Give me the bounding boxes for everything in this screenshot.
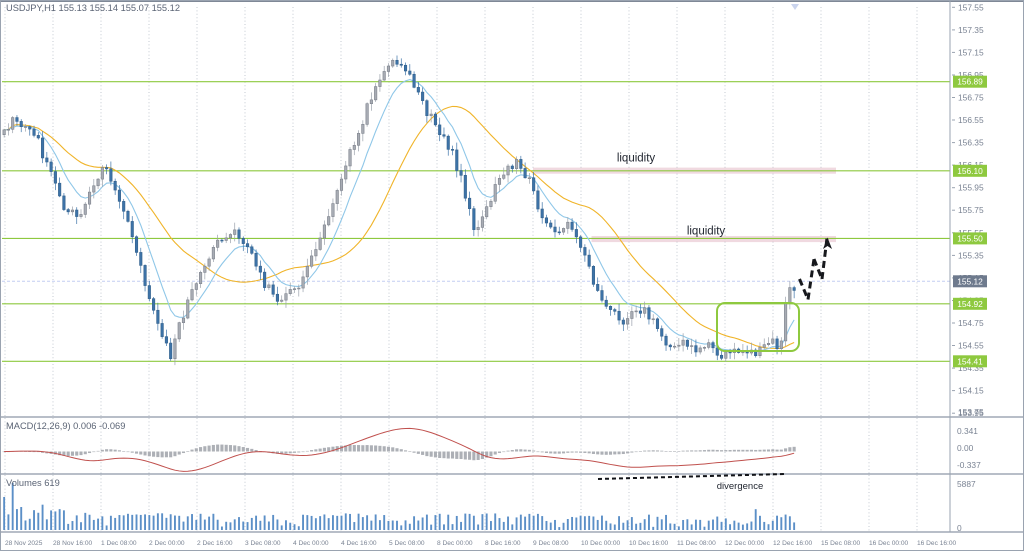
svg-text:4 Dec 00:00: 4 Dec 00:00	[293, 540, 329, 547]
svg-text:8 Dec 00:00: 8 Dec 00:00	[437, 540, 473, 547]
svg-text:-0.337: -0.337	[957, 460, 981, 470]
svg-text:USDJPY,H1 155.13 155.14 155.0: USDJPY,H1 155.13 155.14 155.07 155.12	[6, 3, 180, 13]
svg-text:154.55: 154.55	[958, 341, 984, 351]
svg-text:9 Dec 08:00: 9 Dec 08:00	[533, 540, 569, 547]
svg-text:0: 0	[957, 523, 962, 533]
svg-text:157.55: 157.55	[958, 2, 984, 12]
svg-text:liquidity: liquidity	[687, 225, 726, 237]
svg-text:12 Dec 16:00: 12 Dec 16:00	[773, 540, 813, 547]
svg-text:16 Dec 00:00: 16 Dec 00:00	[869, 540, 909, 547]
svg-text:10 Dec 00:00: 10 Dec 00:00	[581, 540, 621, 547]
svg-text:10 Dec 16:00: 10 Dec 16:00	[629, 540, 669, 547]
svg-text:Volumes 619: Volumes 619	[6, 478, 60, 488]
svg-text:154.15: 154.15	[958, 386, 984, 396]
svg-text:156.10: 156.10	[957, 166, 983, 176]
svg-text:5887: 5887	[957, 479, 976, 489]
svg-text:157.35: 157.35	[958, 25, 984, 35]
svg-text:12 Dec 00:00: 12 Dec 00:00	[725, 540, 765, 547]
svg-text:155.50: 155.50	[957, 233, 983, 243]
svg-text:11 Dec 08:00: 11 Dec 08:00	[677, 540, 716, 547]
svg-text:5 Dec 08:00: 5 Dec 08:00	[389, 540, 425, 547]
svg-text:8 Dec 16:00: 8 Dec 16:00	[485, 540, 521, 547]
svg-text:154.75: 154.75	[958, 318, 984, 328]
svg-text:28 Nov 16:00: 28 Nov 16:00	[53, 540, 93, 547]
svg-text:155.75: 155.75	[958, 205, 984, 215]
svg-text:154.92: 154.92	[957, 299, 983, 309]
svg-text:liquidity: liquidity	[617, 153, 656, 165]
svg-text:157.15: 157.15	[958, 47, 984, 57]
svg-text:155.95: 155.95	[958, 183, 984, 193]
svg-text:3 Dec 08:00: 3 Dec 08:00	[245, 540, 281, 547]
svg-text:2 Dec 16:00: 2 Dec 16:00	[197, 540, 233, 547]
svg-text:155.12: 155.12	[957, 276, 983, 286]
svg-text:153.75: 153.75	[958, 407, 984, 417]
svg-text:15 Dec 08:00: 15 Dec 08:00	[821, 540, 861, 547]
svg-text:16 Dec 16:00: 16 Dec 16:00	[917, 540, 957, 547]
svg-text:156.55: 156.55	[958, 115, 984, 125]
svg-text:4 Dec 16:00: 4 Dec 16:00	[341, 540, 377, 547]
svg-text:2 Dec 00:00: 2 Dec 00:00	[149, 540, 185, 547]
svg-text:28 Nov 2025: 28 Nov 2025	[5, 540, 43, 547]
svg-text:0.341: 0.341	[957, 426, 978, 436]
svg-text:156.89: 156.89	[957, 77, 983, 87]
svg-text:156.75: 156.75	[958, 93, 984, 103]
svg-text:156.35: 156.35	[958, 138, 984, 148]
svg-text:0.00: 0.00	[957, 443, 974, 453]
svg-text:1 Dec 08:00: 1 Dec 08:00	[101, 540, 137, 547]
svg-text:154.41: 154.41	[957, 356, 983, 366]
svg-text:MACD(12,26,9) 0.006 -0.069: MACD(12,26,9) 0.006 -0.069	[6, 421, 125, 431]
svg-text:155.35: 155.35	[958, 250, 984, 260]
svg-text:divergence: divergence	[717, 481, 763, 492]
